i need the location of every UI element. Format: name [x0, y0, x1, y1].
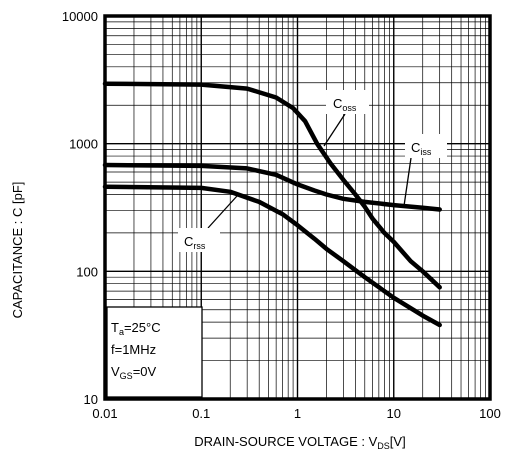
y-tick-label: 100 [76, 264, 98, 279]
y-axis-label: CAPACITANCE : C [pF] [10, 182, 25, 319]
condition-line: VGS=0V [111, 364, 157, 381]
svg-text:Coss: Coss [333, 96, 357, 113]
conditions-box: Ta=25°C f=1MHz VGS=0V [106, 306, 203, 398]
x-tick-label: 1 [294, 406, 301, 421]
svg-text:Crss: Crss [184, 234, 206, 251]
condition-line: Ta=25°C [111, 320, 161, 337]
y-tick-label: 10000 [62, 9, 98, 24]
y-tick-labels: 10 100 1000 10000 [62, 9, 98, 407]
y-tick-label: 1000 [69, 137, 98, 152]
condition-line: f=1MHz [111, 342, 156, 357]
x-tick-label: 10 [387, 406, 401, 421]
x-tick-label: 0.1 [192, 406, 210, 421]
series-label-ciss: Ciss [403, 134, 447, 207]
series-label-coss: Coss [323, 90, 369, 147]
series-line-ciss [102, 162, 442, 212]
svg-text:Ciss: Ciss [411, 140, 432, 157]
plot-frame [103, 14, 492, 401]
x-tick-labels: 0.01 0.1 1 10 100 [92, 406, 501, 421]
x-tick-label: 0.01 [92, 406, 117, 421]
series-line-crss [102, 184, 442, 328]
x-tick-label: 100 [479, 406, 501, 421]
series-line-coss [102, 81, 442, 290]
series-label-crss: Crss [178, 195, 238, 252]
x-axis-label: DRAIN-SOURCE VOLTAGE : VDS[V] [194, 434, 405, 451]
curves [102, 81, 442, 328]
y-tick-label: 10 [84, 392, 98, 407]
